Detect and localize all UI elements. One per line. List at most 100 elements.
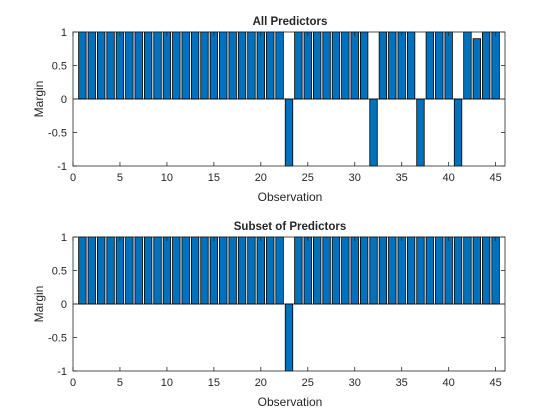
bar (162, 236, 172, 305)
x-tick-label: 40 (443, 377, 455, 389)
bar (350, 236, 359, 305)
bar (106, 31, 115, 100)
x-axis-label: Observation (258, 395, 323, 409)
bar (247, 31, 256, 100)
y-tick-label: 0 (61, 94, 67, 106)
bar (425, 236, 435, 305)
bar (153, 31, 162, 100)
bar (134, 236, 143, 305)
bar (228, 236, 237, 305)
y-tick-label: -0.5 (48, 333, 67, 345)
bar (134, 31, 143, 100)
bar (444, 236, 453, 305)
x-tick-label: 40 (443, 172, 455, 184)
y-tick-label: 0.5 (52, 266, 67, 278)
bar (491, 31, 500, 100)
bar (322, 31, 331, 100)
bar (331, 31, 341, 100)
bar (359, 236, 369, 305)
y-tick-label: 1 (61, 27, 67, 39)
bar (416, 236, 425, 305)
chart-title: All Predictors (253, 16, 328, 28)
bar (313, 236, 322, 305)
bar (359, 31, 369, 100)
bar (115, 236, 125, 305)
x-tick-label: 20 (255, 377, 267, 389)
bar (153, 236, 162, 305)
bar (388, 31, 397, 100)
bar (303, 31, 312, 100)
bar (322, 236, 331, 305)
bar (463, 236, 472, 305)
bar (388, 236, 397, 305)
bar (453, 236, 463, 305)
x-tick-label: 30 (349, 377, 361, 389)
bar (303, 236, 312, 305)
bar (416, 98, 425, 167)
bar (444, 31, 453, 100)
x-tick-label: 10 (161, 377, 173, 389)
bar (435, 236, 444, 305)
bar (341, 31, 350, 100)
plot-area: 0 5 10 15 20 25 30 35 40 45 -1 -0.5 0 0.5 1 (48, 232, 506, 389)
bar (378, 31, 388, 100)
bar (369, 98, 378, 167)
x-tick-label: 10 (161, 172, 173, 184)
bar (397, 236, 406, 305)
x-tick-label: 35 (396, 172, 408, 184)
bar (266, 31, 275, 100)
subplot-subset-of-predictors: Subset of Predictors Margin Observation … (32, 221, 506, 409)
y-tick-label: -0.5 (48, 128, 67, 140)
bar (491, 236, 500, 305)
bar (350, 31, 359, 100)
x-tick-label: 35 (396, 377, 408, 389)
bar (115, 31, 125, 100)
plot-area: 0 5 10 15 20 25 30 35 40 45 -1 -0.5 0 0.5 1 (48, 27, 506, 184)
bar (284, 303, 294, 372)
bar (190, 236, 200, 305)
bar (190, 31, 200, 100)
bar (143, 31, 153, 100)
bar (331, 236, 341, 305)
bar (472, 236, 481, 305)
x-tick-label: 5 (117, 172, 123, 184)
bar (406, 236, 416, 305)
x-tick-label: 5 (117, 377, 123, 389)
bar (435, 31, 444, 100)
bar (406, 31, 416, 100)
bar (341, 236, 350, 305)
bar (209, 31, 219, 100)
y-tick-label: 0 (61, 299, 67, 311)
bar (275, 236, 284, 305)
y-axis-label: Margin (32, 286, 46, 323)
bar (237, 31, 247, 100)
bar (106, 236, 115, 305)
bar (294, 31, 303, 100)
bar (87, 236, 96, 305)
y-tick-label: 0.5 (52, 61, 67, 73)
bar (125, 236, 134, 305)
bar (219, 31, 228, 100)
x-tick-label: 45 (489, 377, 501, 389)
y-tick-label: -1 (57, 366, 67, 378)
x-tick-label: 25 (302, 377, 314, 389)
bar (172, 236, 181, 305)
y-tick-label: 1 (61, 232, 67, 244)
x-tick-label: 15 (208, 377, 220, 389)
bar (87, 31, 96, 100)
bar (256, 236, 265, 305)
bar (369, 236, 378, 305)
bar (181, 236, 190, 305)
bar (228, 31, 237, 100)
bar (97, 31, 106, 100)
bar (453, 98, 463, 167)
bar (266, 236, 275, 305)
bar (172, 31, 181, 100)
bar (209, 236, 219, 305)
subplot-all-predictors: All Predictors Margin Observation 0 5 10 15… (32, 16, 506, 204)
bar (397, 31, 406, 100)
bar (256, 31, 265, 100)
x-axis-label: Observation (258, 190, 323, 204)
bar (482, 31, 491, 100)
